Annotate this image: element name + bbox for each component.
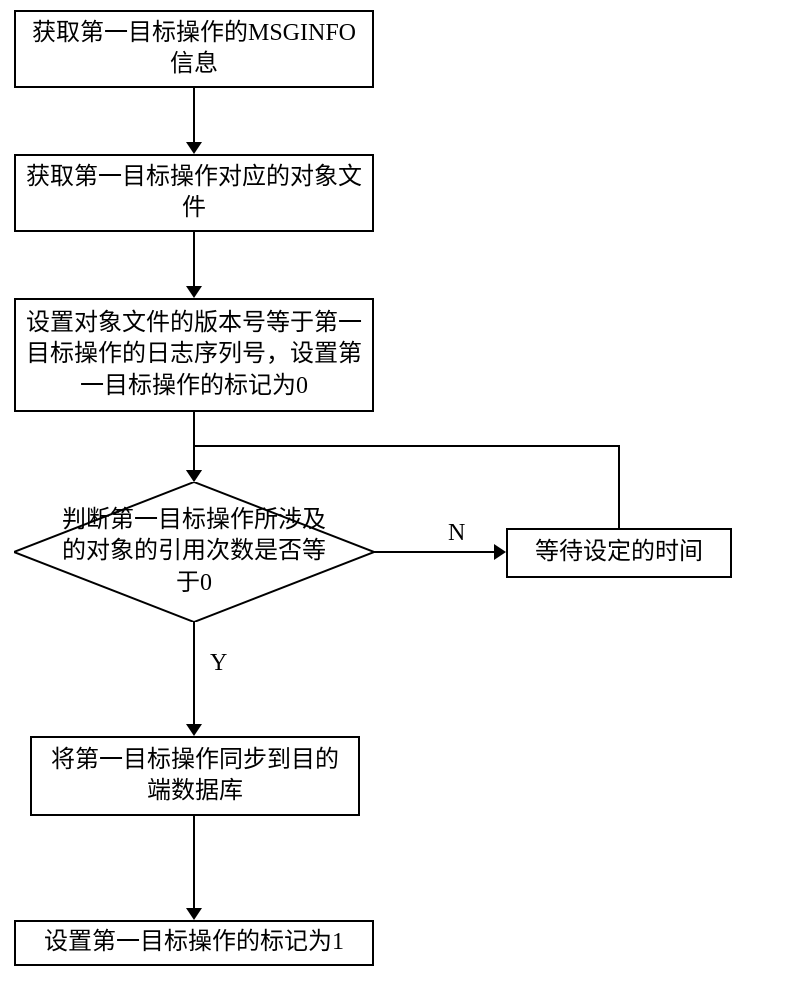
node-text: 获取第一目标操作对应的对象文件 <box>26 162 362 224</box>
edge-n6-n7 <box>186 816 202 920</box>
node-sync: 将第一目标操作同步到目的端数据库 <box>30 736 360 816</box>
node-get-object-file: 获取第一目标操作对应的对象文件 <box>14 154 374 232</box>
node-set-version: 设置对象文件的版本号等于第一目标操作的日志序列号，设置第一目标操作的标记为0 <box>14 298 374 412</box>
node-set-mark-1: 设置第一目标操作的标记为1 <box>14 920 374 966</box>
node-text: 设置第一目标操作的标记为1 <box>44 927 344 958</box>
edge-n4-n5 <box>374 544 506 560</box>
node-text: 将第一目标操作同步到目的端数据库 <box>42 745 348 807</box>
edge-label-y: Y <box>210 650 227 677</box>
node-text: 设置对象文件的版本号等于第一目标操作的日志序列号，设置第一目标操作的标记为0 <box>26 308 362 402</box>
node-get-msginfo: 获取第一目标操作的MSGINFO信息 <box>14 10 374 88</box>
edge-n1-n2 <box>186 88 202 154</box>
node-wait: 等待设定的时间 <box>506 528 732 578</box>
edge-n4-n6 <box>186 622 202 736</box>
node-text: 等待设定的时间 <box>535 537 703 568</box>
edge-n2-n3 <box>186 232 202 298</box>
node-text: 获取第一目标操作的MSGINFO信息 <box>26 18 362 80</box>
edge-n5-n4 <box>186 436 627 528</box>
